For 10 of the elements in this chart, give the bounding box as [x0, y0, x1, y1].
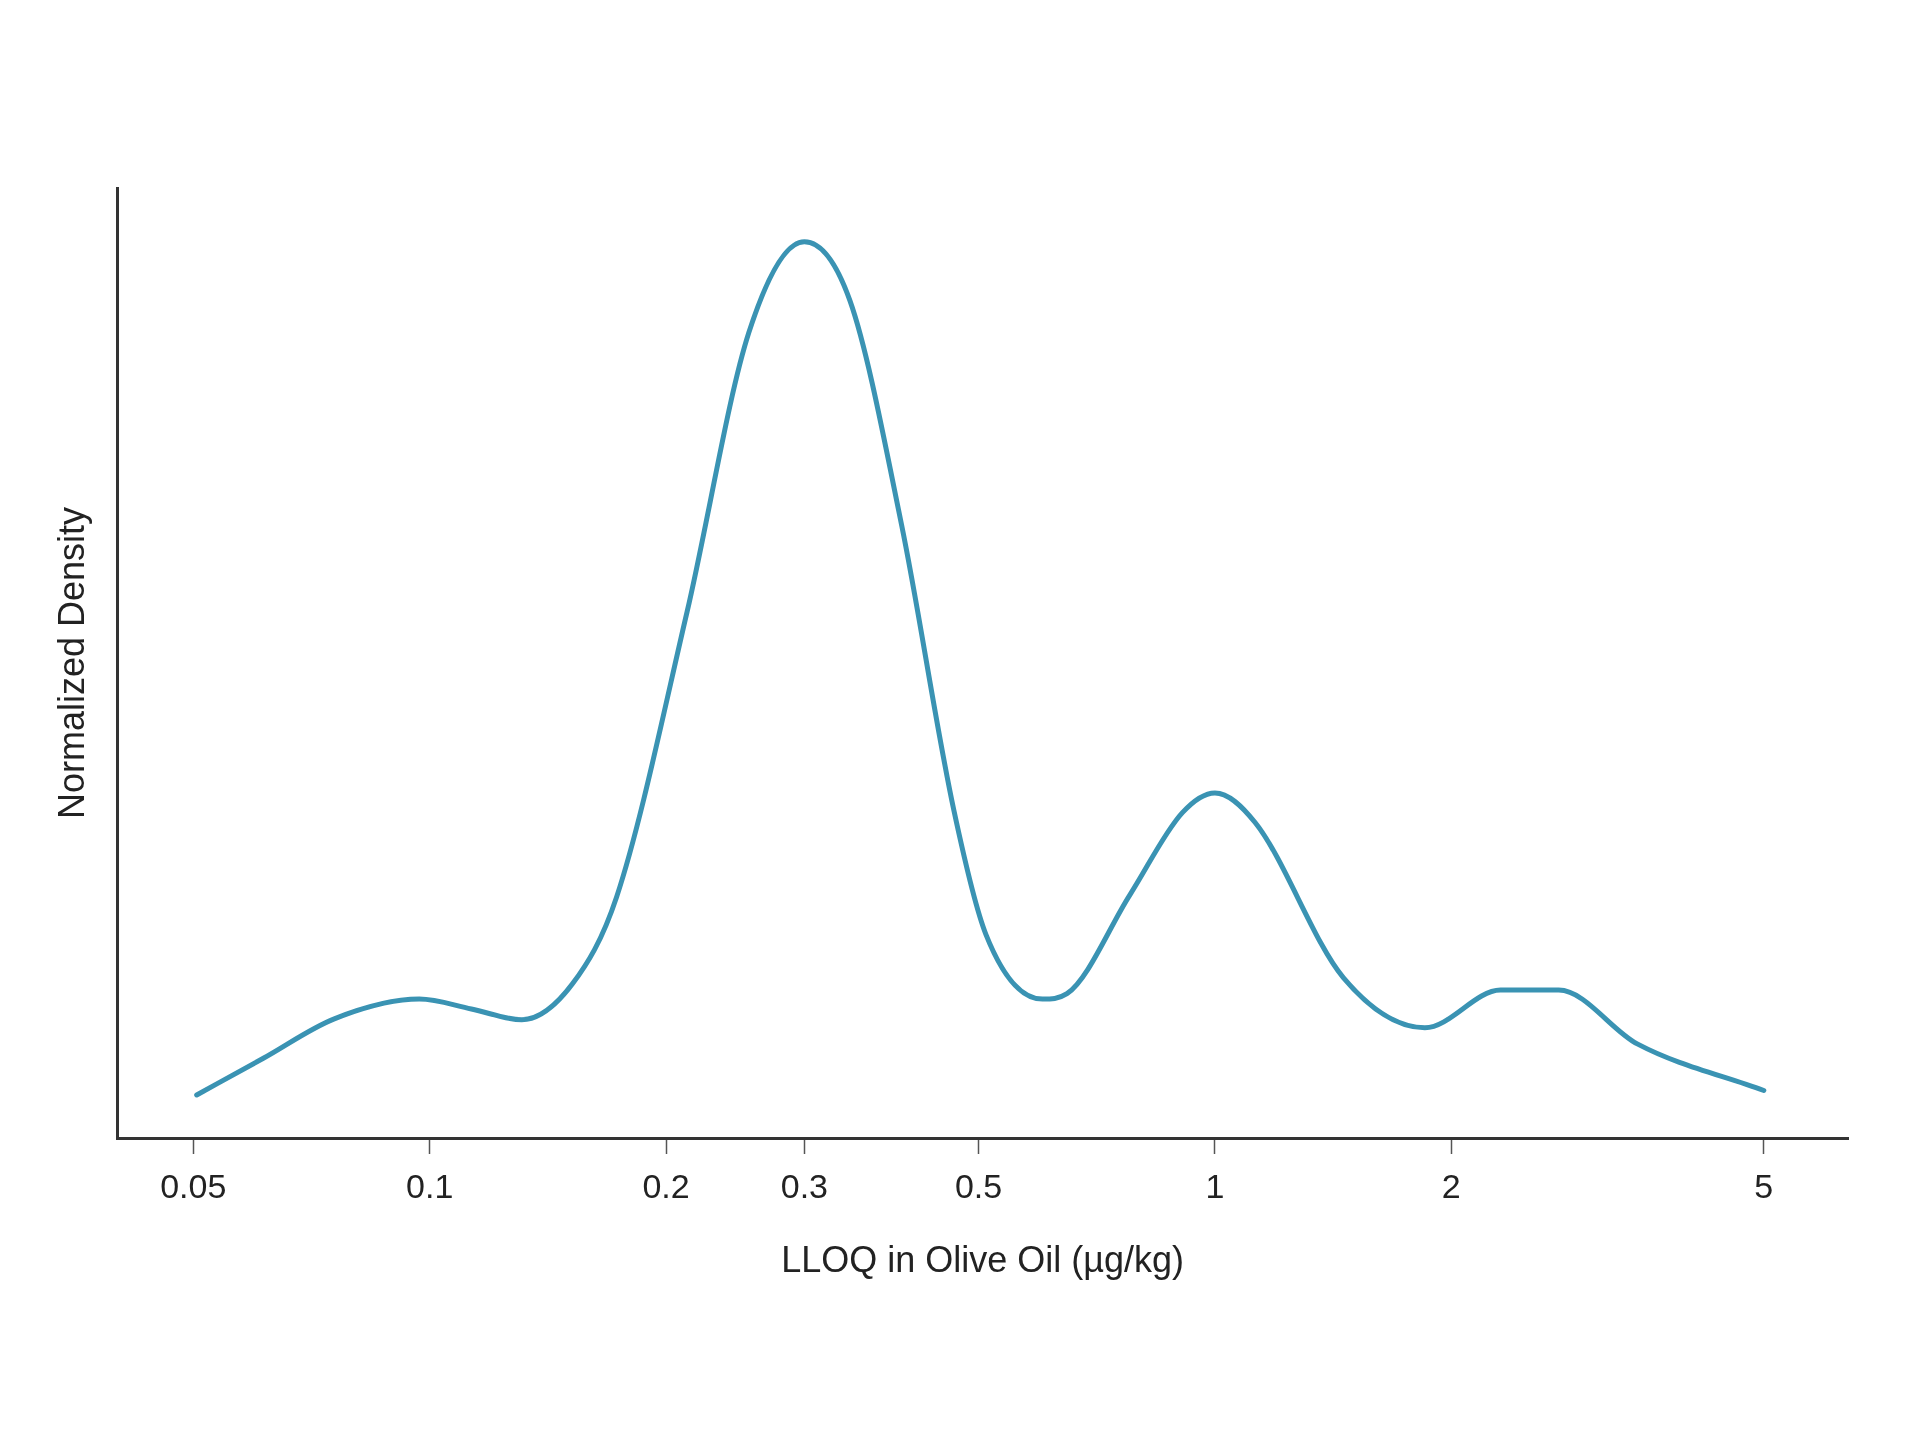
x-tick-label: 0.5: [954, 1166, 1003, 1205]
x-tick-label: 0.3: [780, 1166, 828, 1205]
x-axis-title: LLOQ in Olive Oil (µg/kg): [781, 1239, 1185, 1281]
x-tick-label: 2: [1441, 1166, 1461, 1205]
x-tick-label: 1: [1205, 1166, 1225, 1205]
x-tick-label: 5: [1754, 1166, 1774, 1205]
y-axis-title: Normalized Density: [50, 506, 92, 820]
x-tick-label: 0.05: [160, 1166, 227, 1205]
x-tick-label: 0.2: [642, 1166, 690, 1205]
x-tick-label: 0.1: [406, 1166, 454, 1205]
